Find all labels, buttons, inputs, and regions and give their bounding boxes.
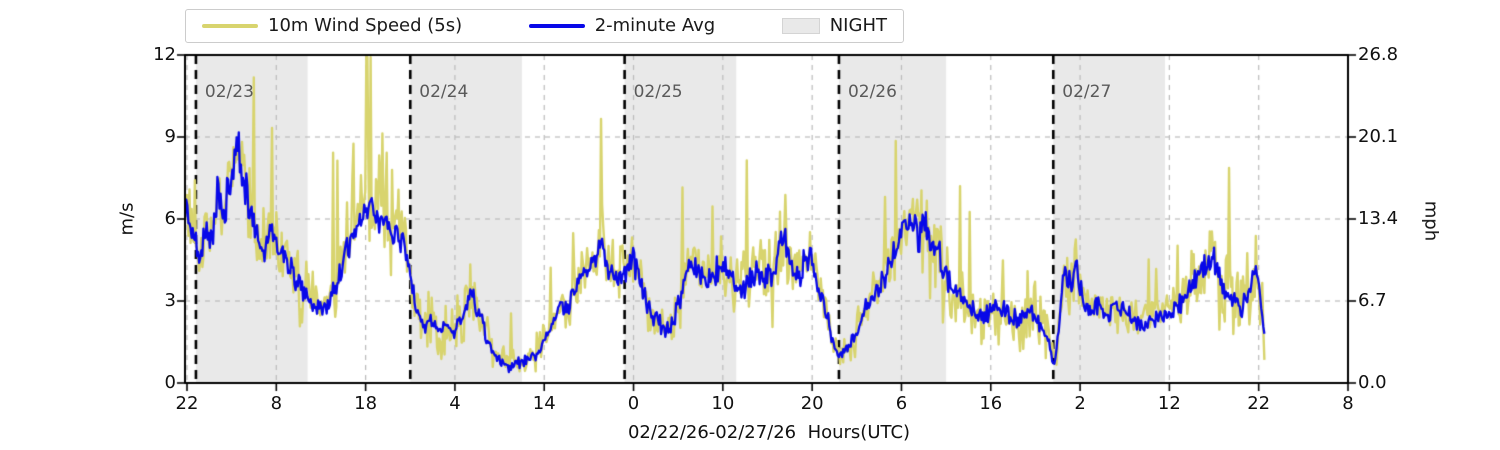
- legend-label-night: NIGHT: [829, 15, 887, 36]
- y-axis-label-left: m/s: [116, 202, 138, 236]
- wind-speed-5s-line-swatch-icon: [202, 24, 258, 28]
- two-minute-avg-line-swatch-icon: [528, 24, 585, 28]
- legend-item-2min-avg: 2-minute Avg: [528, 15, 716, 36]
- chart-legend: 10m Wind Speed (5s) 2-minute Avg NIGHT: [185, 9, 904, 43]
- y-axis-label-right: mph: [1420, 200, 1442, 242]
- night-shade-swatch-icon: [781, 18, 820, 34]
- legend-item-night: NIGHT: [781, 15, 887, 36]
- legend-label-wind-speed-5s: 10m Wind Speed (5s): [268, 15, 463, 36]
- legend-item-wind-speed-5s: 10m Wind Speed (5s): [202, 17, 462, 35]
- x-axis-label: 02/22/26-02/27/26 Hours(UTC): [627, 422, 911, 443]
- legend-label-2min-avg: 2-minute Avg: [594, 15, 716, 36]
